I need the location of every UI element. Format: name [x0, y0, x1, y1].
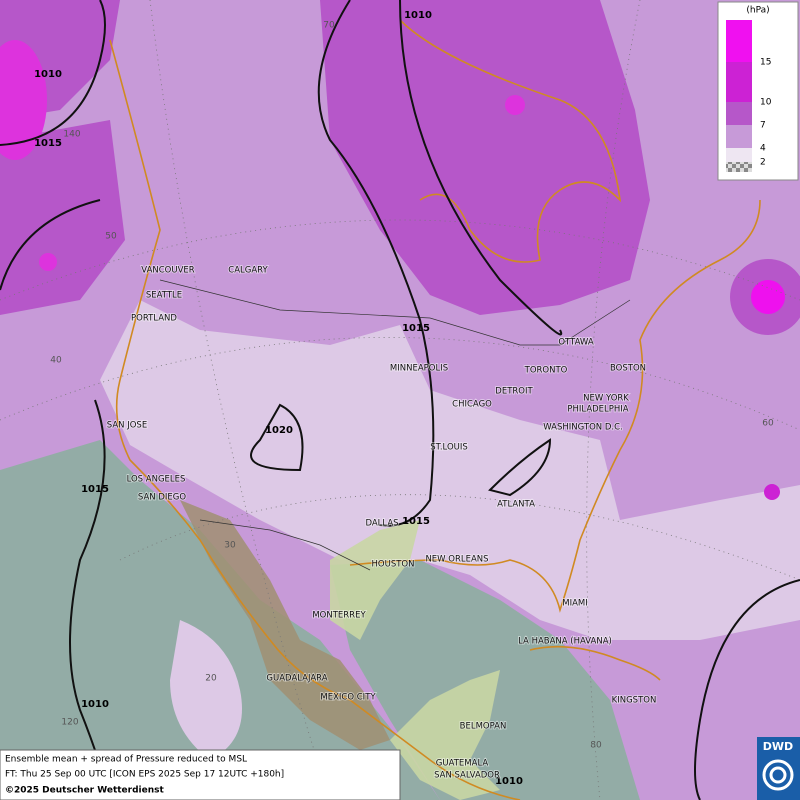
isobar-label: 1015 [81, 484, 109, 495]
city-label: LOS ANGELES [127, 475, 186, 485]
city-label: BELMOPAN [460, 722, 507, 732]
graticule-label: 30 [224, 541, 236, 551]
legend-label: 10 [760, 98, 772, 108]
city-label: SAN DIEGO [138, 493, 186, 503]
legend-unit: (hPa) [746, 6, 769, 16]
city-label: TORONTO [524, 366, 568, 376]
city-label: DETROIT [495, 387, 533, 397]
legend-label: 2 [760, 158, 766, 168]
city-label: GUADALAJARA [266, 674, 327, 684]
city-label: NEW ORLEANS [425, 555, 488, 565]
borders [159, 279, 631, 571]
isobar-label: 1010 [34, 69, 62, 80]
city-label: SEATTLE [146, 291, 182, 301]
city-label: CALGARY [228, 266, 268, 276]
city-label: PHILADELPHIA [567, 405, 628, 415]
city-label: KINGSTON [612, 696, 657, 706]
city-label: WASHINGTON D.C. [543, 423, 623, 433]
city-label: MIAMI [562, 599, 588, 609]
isobar-label: 1015 [34, 138, 62, 149]
logo: DWD [757, 737, 800, 800]
coastlines [109, 19, 761, 800]
city-label: DALLAS [365, 519, 398, 529]
city-label: MEXICO CITY [320, 693, 376, 703]
graticule-label: 120 [61, 718, 78, 728]
isobar-label: 1020 [265, 425, 293, 436]
graticule-label: 80 [590, 741, 602, 751]
caption: Ensemble mean + spread of Pressure reduc… [0, 749, 401, 800]
legend-swatch [726, 162, 752, 172]
city-label: NEW YORK [583, 394, 629, 404]
legend-swatch [726, 125, 752, 148]
city-label: SAN SALVADOR [434, 771, 500, 781]
city-label: BOSTON [610, 364, 646, 374]
isobar-label: 1015 [402, 516, 430, 527]
legend-swatch [726, 102, 752, 125]
legend: (hPa) 15 10 7 4 2 [717, 1, 799, 181]
city-label: LA HABANA (HAVANA) [518, 637, 612, 647]
caption-line: ©2025 Deutscher Wetterdienst [5, 786, 164, 796]
city-label: ATLANTA [497, 500, 535, 510]
city-label: MINNEAPOLIS [390, 364, 448, 374]
terrain [180, 500, 500, 800]
isobar-label: 1010 [81, 699, 109, 710]
graticule-label: 140 [63, 130, 80, 140]
legend-label: 15 [760, 58, 771, 68]
city-label: SAN JOSE [107, 421, 147, 431]
city-label: PORTLAND [131, 314, 177, 324]
graticule-label: 60 [762, 419, 774, 429]
isobar-label: 1015 [402, 323, 430, 334]
legend-swatch [726, 148, 752, 162]
graticule-label: 50 [105, 232, 117, 242]
isobar-label: 1010 [495, 776, 523, 787]
legend-label: 4 [760, 144, 766, 154]
legend-label: 7 [760, 121, 766, 131]
graticule-label: 20 [205, 674, 217, 684]
city-label: OTTAWA [558, 338, 594, 348]
city-label: VANCOUVER [141, 266, 194, 276]
city-label: MONTERREY [312, 611, 366, 621]
city-label: GUATEMALA [436, 759, 489, 769]
city-label: ST.LOUIS [430, 443, 468, 453]
graticule-label: 70 [323, 21, 335, 31]
city-label: HOUSTON [372, 560, 415, 570]
legend-swatch [726, 62, 752, 102]
isobar-label: 1010 [404, 10, 432, 21]
logo-text: DWD [763, 740, 793, 753]
caption-line: FT: Thu 25 Sep 00 UTC [ICON EPS 2025 Sep… [5, 770, 284, 780]
caption-line: Ensemble mean + spread of Pressure reduc… [5, 755, 247, 765]
city-label: CHICAGO [452, 400, 492, 410]
legend-swatch [726, 20, 752, 62]
graticule-label: 40 [50, 356, 62, 366]
